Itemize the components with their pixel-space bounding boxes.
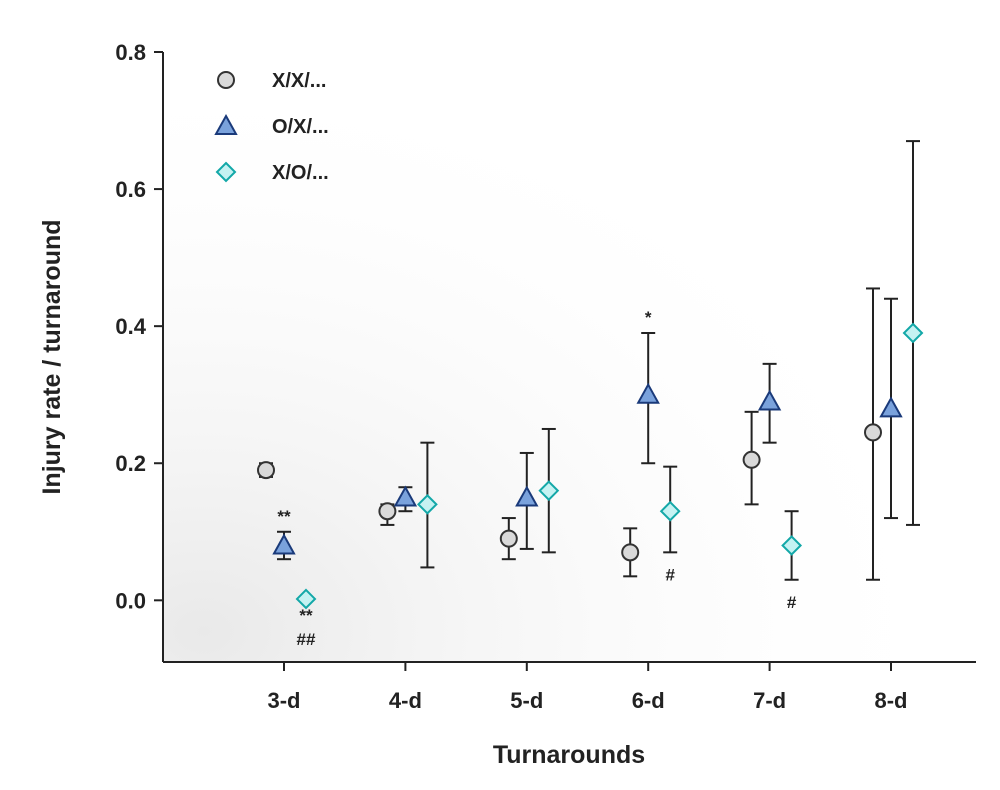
significance-marker: ** xyxy=(277,507,291,526)
data-point-triangle xyxy=(272,533,296,555)
y-tick-label: 0.2 xyxy=(115,451,146,476)
data-point-circle xyxy=(621,543,640,562)
legend-item-o-x: O/X/... xyxy=(214,113,329,138)
legend-marker-circle xyxy=(217,71,235,89)
data-point-circle xyxy=(499,529,518,548)
data-point-circle xyxy=(742,450,761,469)
x-ticks: 3-d 4-d 5-d 6-d 7-d 8-d xyxy=(268,662,908,713)
data-point-diamond xyxy=(659,500,681,522)
significance-marker: ** xyxy=(299,606,313,625)
data-point-triangle xyxy=(393,485,418,507)
legend-marker-triangle xyxy=(214,113,238,135)
data-point-diamond xyxy=(902,322,924,344)
x-tick-label-7-d: 7-d xyxy=(753,688,786,713)
axes xyxy=(162,52,976,663)
series-x-o xyxy=(295,140,924,610)
x-axis-title: Turnarounds xyxy=(493,741,645,769)
significance-marker: ## xyxy=(297,630,316,649)
y-tick-label: 0.4 xyxy=(115,314,146,339)
legend-label: O/X/... xyxy=(272,116,329,138)
x-tick-label-6-d: 6-d xyxy=(632,688,665,713)
legend-item-x-o: X/O/... xyxy=(215,161,329,184)
data-point-circle xyxy=(257,461,275,480)
data-point-diamond xyxy=(781,535,803,556)
data-point-diamond xyxy=(416,493,438,515)
x-tick-label-8-d: 8-d xyxy=(875,688,908,713)
y-tick-label: 0.0 xyxy=(115,588,146,613)
data-point-triangle xyxy=(515,485,539,507)
y-tick-label: 0.6 xyxy=(115,177,146,202)
legend-marker-diamond xyxy=(215,161,237,183)
annotation-layer: ****##*## xyxy=(277,308,796,649)
y-tick-label: 0.8 xyxy=(115,40,146,65)
legend: X/X/... O/X/... X/O/... xyxy=(214,70,329,184)
data-point-circle xyxy=(378,502,397,521)
legend-label: X/O/... xyxy=(272,162,329,184)
data-point-circle xyxy=(864,423,882,442)
significance-marker: # xyxy=(665,565,675,584)
legend-item-x-x: X/X/... xyxy=(217,70,326,92)
data-point-diamond xyxy=(295,588,317,610)
y-ticks: 0.0 0.2 0.4 0.6 0.8 xyxy=(115,40,163,613)
legend-label: X/X/... xyxy=(272,70,326,92)
x-tick-label-3-d: 3-d xyxy=(268,688,301,713)
plot-background xyxy=(163,52,976,662)
y-axis-title: Injury rate / turnaround xyxy=(38,219,66,494)
significance-marker: # xyxy=(787,593,797,612)
x-tick-label-4-d: 4-d xyxy=(389,688,422,713)
data-point-triangle xyxy=(757,389,782,411)
series-layer xyxy=(257,140,924,610)
data-point-diamond xyxy=(538,480,560,502)
series-o-x xyxy=(272,297,903,561)
data-point-triangle xyxy=(636,382,660,404)
significance-marker: * xyxy=(645,308,652,327)
data-point-triangle xyxy=(879,396,903,418)
series-x-x xyxy=(257,287,882,581)
x-tick-label-5-d: 5-d xyxy=(510,688,543,713)
